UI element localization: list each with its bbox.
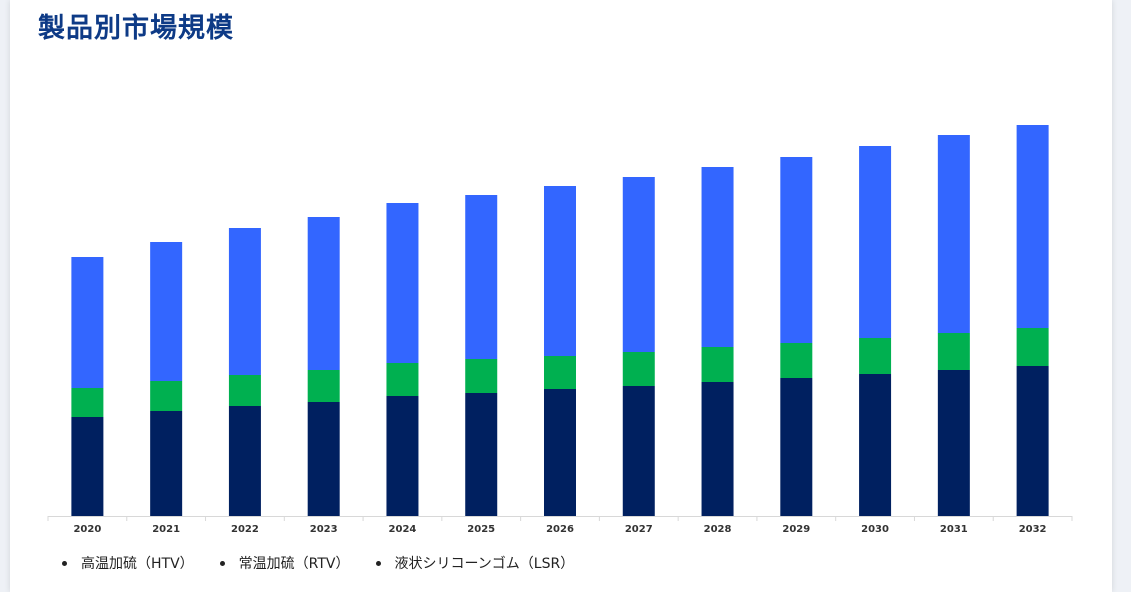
bar-2026-series-2 — [544, 186, 576, 356]
x-tick-label: 2021 — [152, 524, 180, 535]
legend-item-htv: 高温加硫（HTV） — [62, 553, 194, 573]
bar-2024-series-2 — [386, 203, 419, 363]
bar-2032-series-1 — [1016, 328, 1049, 366]
bar-2031-series-0 — [937, 370, 970, 516]
bar-2026-series-1 — [544, 356, 576, 389]
bullet-icon — [62, 560, 67, 566]
x-tick-label: 2032 — [1019, 524, 1047, 535]
bar-2028-series-0 — [701, 382, 734, 516]
bar-2029-series-0 — [780, 378, 813, 516]
legend-item-rtv: 常温加硫（RTV） — [219, 553, 350, 573]
bullet-icon — [375, 560, 381, 566]
bar-2021-series-1 — [150, 381, 183, 411]
legend-item-lsr: 液状シリコーンゴム（LSR） — [375, 553, 575, 573]
bar-2020-series-1 — [71, 388, 104, 417]
x-tick-label: 2030 — [861, 524, 889, 535]
chart-title: 製品別市場規模 — [38, 13, 234, 44]
bar-2025-series-1 — [465, 359, 498, 393]
bar-2031-series-2 — [937, 135, 970, 333]
bar-2029-series-1 — [780, 343, 813, 378]
bar-2027-series-1 — [622, 352, 655, 386]
bar-2024-series-0 — [386, 396, 419, 516]
bar-2030-series-1 — [859, 338, 892, 374]
bar-2021-series-0 — [150, 411, 183, 516]
bar-2021-series-2 — [150, 242, 183, 381]
bullet-icon — [219, 560, 225, 566]
legend-label: 常温加硫（RTV） — [238, 556, 350, 572]
bar-2024-series-1 — [386, 363, 419, 396]
bar-2032-series-0 — [1016, 366, 1049, 516]
bar-2022-series-0 — [228, 406, 261, 516]
x-tick-label: 2022 — [231, 524, 259, 535]
x-tick-label: 2027 — [625, 524, 653, 535]
x-tick-label: 2024 — [389, 524, 417, 535]
bar-2025-series-2 — [465, 195, 498, 359]
legend: 高温加硫（HTV） 常温加硫（RTV） 液状シリコーンゴム（LSR） — [62, 553, 574, 573]
bar-2027-series-2 — [622, 177, 655, 352]
bar-2032-series-2 — [1016, 125, 1049, 328]
x-tick-label: 2025 — [467, 524, 495, 535]
bar-2030-series-2 — [859, 146, 892, 338]
bar-2028-series-1 — [701, 347, 734, 382]
bar-2028-series-2 — [701, 167, 734, 347]
x-tick-label: 2031 — [940, 524, 968, 535]
bar-2023-series-1 — [307, 370, 340, 402]
x-tick-label: 2029 — [782, 524, 810, 535]
bar-2023-series-0 — [307, 402, 340, 516]
x-tick-label: 2020 — [73, 524, 101, 535]
bar-2026-series-0 — [544, 389, 576, 516]
bar-2027-series-0 — [622, 386, 655, 516]
bar-2022-series-2 — [228, 228, 261, 375]
bar-2031-series-1 — [937, 333, 970, 370]
legend-label: 液状シリコーンゴム（LSR） — [394, 556, 575, 572]
bar-2029-series-2 — [780, 157, 813, 343]
bar-2020-series-2 — [71, 257, 104, 388]
x-tick-label: 2023 — [310, 524, 338, 535]
legend-label: 高温加硫（HTV） — [81, 556, 194, 572]
bar-2020-series-0 — [71, 417, 104, 516]
bar-2025-series-0 — [465, 393, 498, 516]
x-tick-label: 2028 — [704, 524, 732, 535]
bar-2030-series-0 — [859, 374, 892, 516]
bar-2023-series-2 — [307, 217, 340, 370]
x-tick-label: 2026 — [546, 524, 574, 535]
bar-2022-series-1 — [228, 375, 261, 406]
